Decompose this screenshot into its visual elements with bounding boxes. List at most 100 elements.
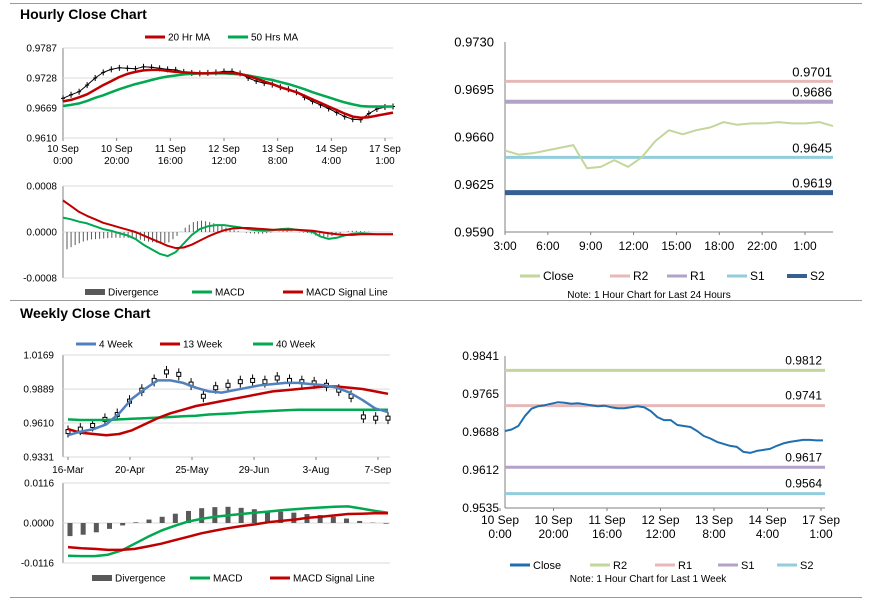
hourly-signal-line xyxy=(62,199,393,250)
weekly-divergence-bar xyxy=(238,507,244,523)
hourly-divergence-legend-label: Divergence xyxy=(108,288,159,299)
hourly-price-x-tick-label: 13 Sep xyxy=(262,144,294,155)
weekly-price-y-tick-label: 1.0169 xyxy=(23,351,54,362)
hourly-price-x-tick-label: 12 Sep xyxy=(208,144,240,155)
weekly-divergence-bar xyxy=(146,519,152,523)
hourly-price-x-tick-label: 4:00 xyxy=(322,156,342,167)
weekly-price-candle-body xyxy=(360,414,366,420)
hourly-sr-level-label-r2: 0.9701 xyxy=(792,64,832,79)
weekly-macd-y-tick-label: 0.0116 xyxy=(24,479,54,490)
weekly-price-candle-body xyxy=(176,371,182,377)
weekly-price-candle-body xyxy=(373,415,379,421)
hourly-price-x-tick-label: 10 Sep xyxy=(101,144,133,155)
hourly-sr-note: Note: 1 Hour Chart for Last 24 Hours xyxy=(567,290,730,301)
weekly-sr-y-tick-label: 0.9612 xyxy=(462,463,499,477)
hourly-sr-x-tick-label: 3:00 xyxy=(493,239,517,253)
hourly-price-x-tick-label: 1:00 xyxy=(375,156,395,167)
weekly-price-candle-body xyxy=(385,415,391,421)
hourly-ma20-legend-label: 20 Hr MA xyxy=(168,33,211,44)
weekly-divergence-bar xyxy=(291,512,297,523)
weekly-divergence-bar xyxy=(186,510,191,523)
hourly-sr-r2-legend-label: R2 xyxy=(633,269,649,283)
hourly-sr-y-tick-label: 0.9695 xyxy=(454,82,494,97)
weekly-divergence-bar xyxy=(172,513,178,523)
hourly-macd-y-tick-label: 0.0000 xyxy=(26,228,57,239)
hourly-sr-x-tick-label: 9:00 xyxy=(579,239,603,253)
hourly-price-x-tick-label: 12:00 xyxy=(211,156,236,167)
hourly-price-y-tick-label: 0.9728 xyxy=(26,74,57,85)
hourly-price-line xyxy=(62,66,394,121)
weekly-sr-x-tick-label: 10 Sep xyxy=(481,513,519,527)
weekly-divergence-bar xyxy=(159,516,165,523)
hourly-sr-x-tick-label: 15:00 xyxy=(661,239,691,253)
hourly-section-title: Hourly Close Chart xyxy=(20,6,147,22)
weekly-sr-x-tick-label: 10 Sep xyxy=(534,513,572,527)
weekly-divergence-bar xyxy=(317,515,323,523)
weekly-divergence-legend-swatch xyxy=(92,575,112,581)
weekly-divergence-bar xyxy=(251,509,257,523)
weekly-sr-x-tick-label: 20:00 xyxy=(538,527,568,541)
top-divider xyxy=(10,3,862,4)
hourly-macd-y-tick-label: 0.0008 xyxy=(26,182,57,193)
hourly-sr-s2-legend-label: S2 xyxy=(810,269,825,283)
hourly-sr-s1-legend-label: S1 xyxy=(750,269,765,283)
weekly-price-candle-body xyxy=(262,379,268,385)
weekly-divergence-bar xyxy=(133,522,139,523)
hourly-ma50-legend-label: 50 Hrs MA xyxy=(251,33,299,44)
hourly-macd-legend-label: MACD xyxy=(215,288,244,299)
weekly-divergence-bar xyxy=(330,516,336,523)
hourly-price-x-tick-label: 20:00 xyxy=(104,156,129,167)
weekly-sr-s2-legend-label: S2 xyxy=(800,560,813,572)
hourly-sr-x-tick-label: 6:00 xyxy=(536,239,560,253)
hourly-signal-legend-label: MACD Signal Line xyxy=(306,288,388,299)
weekly-divergence-bar xyxy=(199,508,205,523)
weekly-signal-legend-label: MACD Signal Line xyxy=(293,574,375,585)
weekly-sr-level-label-s2: 0.9564 xyxy=(785,477,822,491)
weekly-price-x-tick-label: 7-Sep xyxy=(365,465,392,476)
hourly-macd-y-tick-label: -0.0008 xyxy=(23,274,57,285)
hourly-sr-r1-legend-label: R1 xyxy=(690,269,706,283)
weekly-price-candle-body xyxy=(200,393,206,399)
weekly-sr-x-tick-label: 16:00 xyxy=(592,527,622,541)
weekly-divergence-bar xyxy=(93,523,99,533)
hourly-sr-y-tick-label: 0.9625 xyxy=(454,177,494,192)
weekly-price-x-tick-label: 3-Aug xyxy=(303,465,330,476)
weekly-price-x-tick-label: 25-May xyxy=(175,465,208,476)
hourly-sr-level-label-s2: 0.9619 xyxy=(792,176,832,191)
weekly-price-y-tick-label: 0.9331 xyxy=(23,453,54,464)
weekly-sr-y-tick-label: 0.9841 xyxy=(462,349,499,363)
weekly-sr-x-tick-label: 17 Sep xyxy=(802,513,840,527)
weekly-sr-level-label-r2: 0.9812 xyxy=(785,353,822,367)
weekly-sr-close-line xyxy=(504,401,823,454)
hourly-sr-x-tick-label: 22:00 xyxy=(747,239,777,253)
hourly-price-x-tick-label: 16:00 xyxy=(158,156,183,167)
hourly-price-x-tick-label: 8:00 xyxy=(268,156,288,167)
weekly-sr-level-label-r1: 0.9741 xyxy=(785,389,822,403)
weekly-sr-note: Note: 1 Hour Chart for Last 1 Week xyxy=(570,574,728,585)
weekly-price-x-tick-label: 20-Apr xyxy=(115,465,146,476)
weekly-macd-y-tick-label: -0.0116 xyxy=(21,559,55,570)
weekly-40wk-legend-label: 40 Week xyxy=(276,340,316,351)
weekly-sr-y-tick-label: 0.9688 xyxy=(462,425,499,439)
weekly-sr-x-tick-label: 14 Sep xyxy=(748,513,786,527)
weekly-4wk-line xyxy=(67,379,389,437)
weekly-macd-legend-label: MACD xyxy=(213,574,242,585)
weekly-sr-close-legend-label: Close xyxy=(533,560,561,572)
weekly-price-candle-body xyxy=(250,377,256,383)
hourly-price-y-tick-label: 0.9610 xyxy=(26,134,57,145)
weekly-sr-x-tick-label: 12:00 xyxy=(645,527,675,541)
hourly-price-x-tick-label: 10 Sep xyxy=(47,144,79,155)
weekly-divergence-bar xyxy=(80,523,86,535)
weekly-divergence-bar xyxy=(265,510,270,523)
weekly-divergence-bar xyxy=(278,511,284,523)
weekly-price-candle-body xyxy=(163,369,169,375)
hourly-price-x-tick-label: 0:00 xyxy=(53,156,73,167)
weekly-divergence-bar xyxy=(344,518,349,523)
weekly-price-x-tick-label: 29-Jun xyxy=(239,465,270,476)
hourly-sr-x-tick-label: 1:00 xyxy=(793,239,817,253)
weekly-sr-x-tick-label: 13 Sep xyxy=(695,513,733,527)
weekly-sr-x-tick-label: 12 Sep xyxy=(641,513,679,527)
weekly-divergence-bar xyxy=(212,507,218,523)
hourly-price-x-tick-label: 17 Sep xyxy=(369,144,401,155)
